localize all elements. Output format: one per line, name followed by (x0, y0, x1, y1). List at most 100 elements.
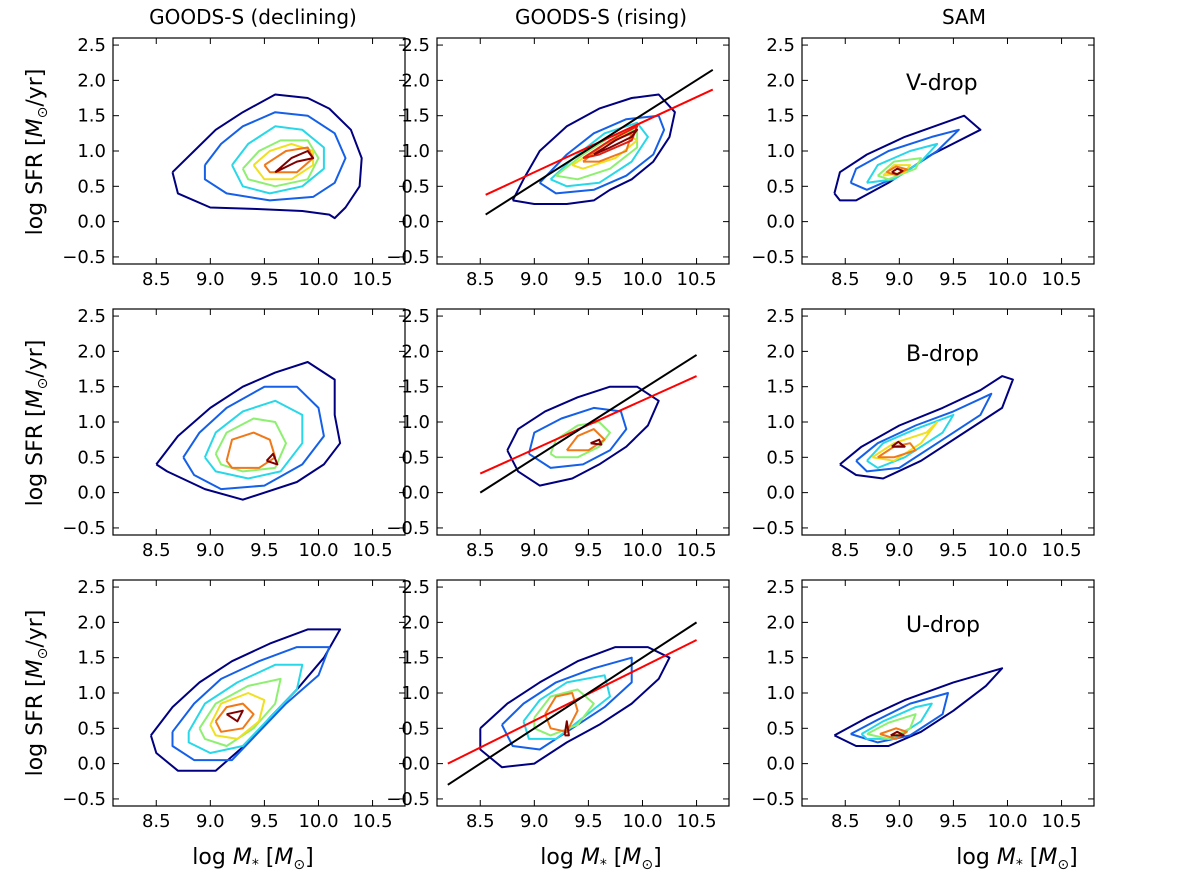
y-tick-label: 2.0 (401, 612, 430, 633)
y-tick-label: −0.5 (386, 518, 430, 539)
contour-level-0 (171, 93, 363, 220)
y-tick-label: 0.5 (766, 718, 795, 739)
x-tick-label: 10.5 (677, 811, 717, 832)
x-tick-label: 8.5 (466, 811, 495, 832)
x-tick-label: 10.0 (987, 540, 1027, 561)
contour-level-5 (544, 692, 579, 733)
xlabel-open: [ (259, 845, 275, 870)
y-tick-label: 1.5 (401, 648, 430, 669)
y-tick-label: 1.0 (77, 683, 106, 704)
y-tick-label: 2.5 (77, 35, 106, 56)
contour-level-1 (182, 385, 325, 491)
y-tick-label: 2.5 (77, 577, 106, 598)
y-tick-label: 1.0 (766, 412, 795, 433)
plot-area (447, 621, 698, 786)
y-tick-label: 2.5 (401, 306, 430, 327)
y-tick-label: 0.0 (766, 754, 795, 775)
y-tick-label: 1.5 (766, 377, 795, 398)
column-title-declining: GOODS-S (declining) (149, 5, 357, 29)
contour-level-7 (590, 438, 603, 446)
x-tick-label: 9.5 (250, 540, 279, 561)
panel-r3-c3: 8.5 9.0 9.5 10.0 10.5 −0.5 0.0 0.5 1.0 1.5 2.0 2.5 U… (751, 577, 1095, 832)
panels: 8.5 9.0 9.5 10.0 10.5−0.50.00.51.01.52.02.58… (62, 35, 1095, 832)
contour-level-1 (850, 692, 949, 744)
x-tick-label: 9.0 (885, 269, 914, 290)
x-tick-label: 10.0 (622, 811, 662, 832)
y-tick-label: −0.5 (62, 247, 106, 268)
contour-level-3 (214, 417, 287, 473)
contour-level-2 (203, 399, 304, 480)
y-tick-label: 2.0 (401, 341, 430, 362)
y-tick-label: −0.5 (386, 789, 430, 810)
x-tick-label: 9.5 (939, 269, 968, 290)
fit-line-black (447, 621, 698, 786)
xlabel-math2: M (622, 845, 641, 870)
contour-level-1 (203, 111, 347, 202)
x-tick-label: 10.0 (987, 269, 1027, 290)
y-tick-label: 2.5 (766, 306, 795, 327)
contour-level-0 (149, 628, 342, 772)
y-tick-label: 1.0 (77, 141, 106, 162)
xlabel-math2: M (274, 845, 293, 870)
y-tick-label: 0.5 (77, 447, 106, 468)
x-tick-label: 10.5 (353, 540, 393, 561)
plot-area (833, 114, 982, 202)
x-tick-label: 9.0 (520, 811, 549, 832)
y-tick-label: 1.5 (401, 377, 430, 398)
axes-frame (112, 579, 406, 807)
x-tick-label: 9.0 (520, 269, 549, 290)
xlabel-tail: ] (305, 845, 314, 870)
contour-level-3 (241, 139, 320, 188)
contour-level-5 (225, 431, 277, 469)
y-tick-label: 1.0 (766, 141, 795, 162)
fit-line-red (447, 639, 698, 765)
y-tick-label: 1.0 (77, 412, 106, 433)
plot-area (171, 93, 363, 220)
contour-level-3 (866, 713, 917, 740)
panel-r2-c3: 8.5 9.0 9.5 10.0 10.5 −0.5 0.0 0.5 1.0 1.5 2.0 2.5 B… (751, 306, 1095, 561)
contour-level-3 (555, 128, 639, 181)
xlabel-sub: * (1016, 857, 1023, 873)
contour-level-0 (833, 667, 1004, 747)
xlabel-text: log (540, 845, 581, 870)
x-tick-label: 10.5 (1042, 540, 1082, 561)
x-tick-label: 10.0 (622, 540, 662, 561)
contour-level-4 (209, 692, 266, 740)
y-tick-label: 2.5 (766, 35, 795, 56)
x-tick-label: 10.5 (353, 811, 393, 832)
y-tick-label: −0.5 (62, 518, 106, 539)
y-tick-label: 2.5 (766, 577, 795, 598)
y-tick-label: 0.0 (766, 483, 795, 504)
fit-line-black (485, 68, 714, 216)
contour-level-2 (522, 674, 611, 740)
y-tick-label: 0.5 (401, 718, 430, 739)
plot-area (839, 375, 1014, 480)
contour-level-2 (866, 142, 939, 184)
xlabel-sub: * (252, 857, 259, 873)
y-tick-label: 1.5 (77, 377, 106, 398)
x-tick-label: 8.5 (142, 269, 171, 290)
x-tick-label: 9.0 (885, 540, 914, 561)
xlabel-open: [ (1023, 845, 1039, 870)
ylabel-tail: /yr] (23, 610, 48, 648)
x-tick-label: 10.0 (622, 269, 662, 290)
ylabel-tail: /yr] (23, 340, 48, 378)
contour-level-1 (538, 114, 666, 195)
xlabel-tail: ] (653, 845, 662, 870)
y-tick-label: −0.5 (751, 789, 795, 810)
contour-level-3 (533, 688, 595, 737)
column-title-rising: GOODS-S (rising) (515, 5, 687, 29)
contour-level-5 (566, 428, 606, 452)
contour-level-7 (226, 709, 244, 723)
contour-level-0 (839, 375, 1014, 480)
contour-level-4 (871, 421, 939, 462)
panel-r2-c2: 8.5 9.0 9.5 10.0 10.5 −0.5 0.0 0.5 1.0 1.5 2.0 2.5 (386, 306, 730, 561)
contour-level-5 (885, 165, 908, 176)
y-tick-label: 1.0 (401, 683, 430, 704)
y-tick-label: 0.0 (77, 212, 106, 233)
xlabel-math: M (233, 845, 252, 870)
contour-level-0 (155, 361, 342, 501)
x-tick-label: 9.5 (939, 811, 968, 832)
xlabel-open: [ (607, 845, 623, 870)
contour-level-3 (877, 157, 922, 181)
